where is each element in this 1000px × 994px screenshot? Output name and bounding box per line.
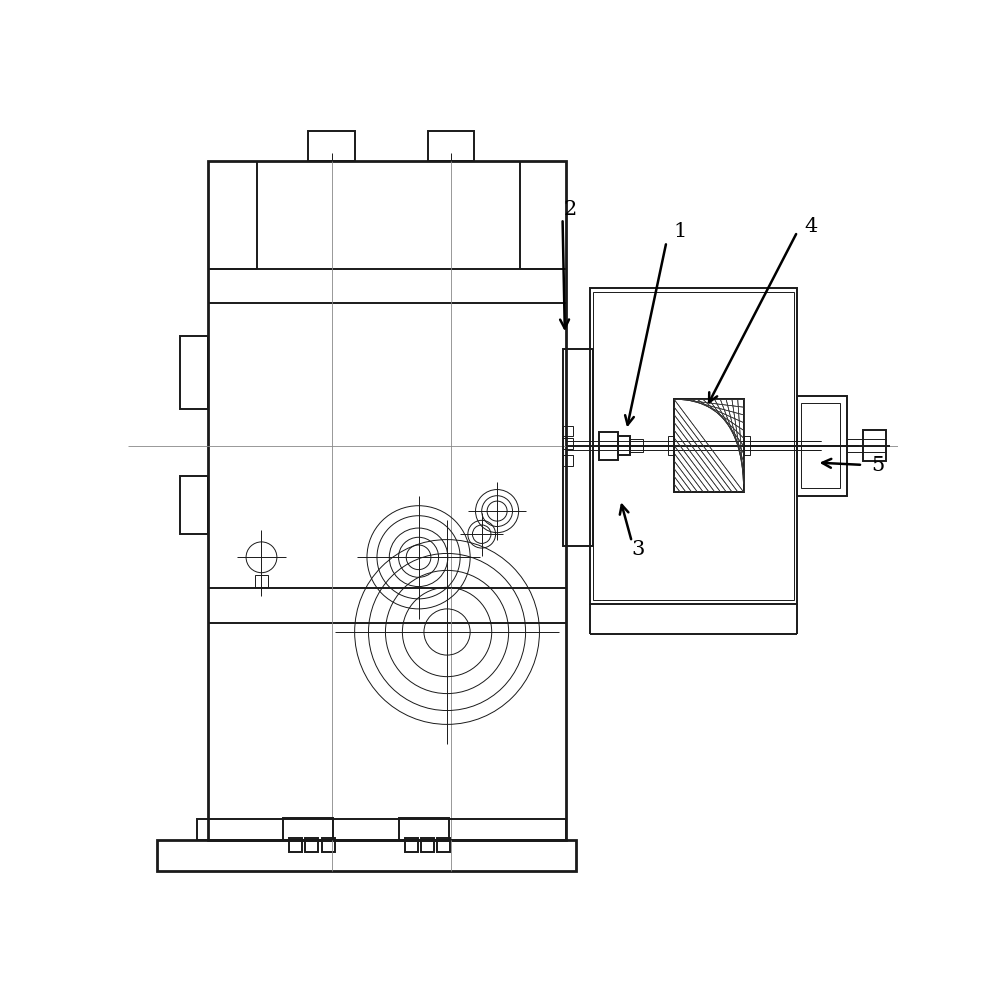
Bar: [322, 839, 335, 852]
Bar: [674, 400, 744, 492]
Bar: [618, 437, 630, 455]
Bar: [405, 839, 418, 852]
Bar: [180, 336, 208, 410]
Bar: [208, 162, 566, 840]
Bar: [744, 437, 750, 455]
Bar: [283, 818, 333, 840]
Bar: [308, 132, 355, 162]
Bar: [157, 840, 576, 871]
Bar: [305, 839, 318, 852]
Bar: [180, 477, 208, 535]
Bar: [801, 404, 840, 488]
Bar: [599, 432, 618, 460]
Text: 2: 2: [564, 200, 577, 219]
Bar: [289, 839, 302, 852]
Bar: [668, 437, 674, 455]
Bar: [399, 818, 449, 840]
Bar: [197, 819, 566, 840]
Text: 3: 3: [631, 540, 645, 559]
Bar: [437, 839, 450, 852]
Bar: [255, 576, 268, 587]
Bar: [563, 455, 573, 466]
Bar: [863, 430, 886, 461]
Bar: [563, 350, 593, 546]
Text: 4: 4: [805, 217, 818, 236]
Bar: [428, 132, 474, 162]
Bar: [421, 839, 434, 852]
Bar: [797, 397, 847, 496]
Bar: [629, 440, 643, 452]
Bar: [593, 292, 794, 600]
Text: 5: 5: [871, 456, 884, 475]
Bar: [563, 426, 573, 437]
Text: 1: 1: [674, 222, 687, 241]
Bar: [590, 288, 797, 604]
Bar: [563, 438, 573, 449]
